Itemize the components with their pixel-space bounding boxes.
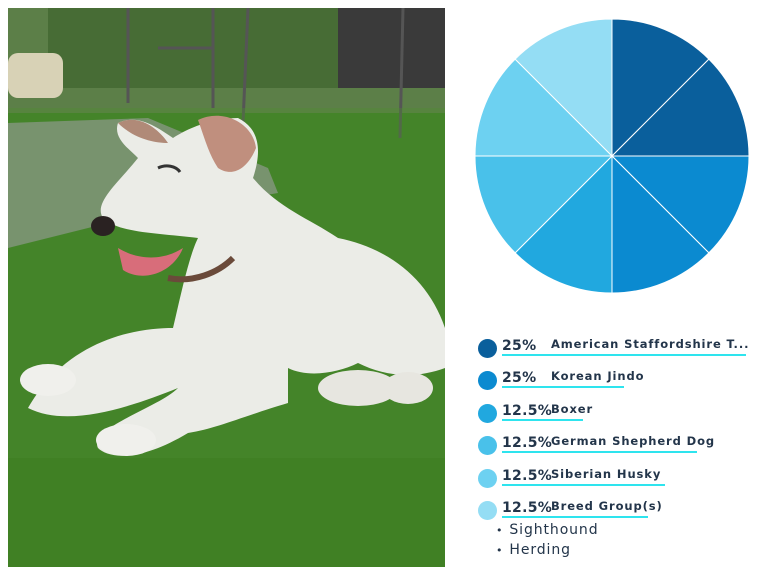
breed-group-item: Herding (496, 540, 599, 560)
legend-color-dot (478, 468, 497, 488)
pie-slice-1 (610, 155, 750, 254)
legend-percent: 12.5% (502, 402, 553, 419)
legend-color-dot (478, 371, 497, 391)
legend-row: 25% Korean Jindo (476, 366, 766, 398)
legend-color-dot (478, 339, 497, 358)
legend-row: 12.5% Siberian Husky (476, 464, 766, 496)
legend-percent: 25% (502, 338, 537, 354)
legend-percent: 25% (502, 370, 537, 387)
pie-slice-4 (474, 58, 614, 157)
legend-breed-name: Breed Group(s) (551, 498, 663, 513)
legend-row: 25% American Staffordshire T... (476, 334, 766, 366)
pie-slice-0 (611, 18, 710, 158)
breed-legend: 25% American Staffordshire T... 25% Korean … (476, 334, 766, 528)
pie-slice-5 (514, 18, 613, 158)
legend-row: 12.5% Boxer (476, 399, 766, 431)
legend-row: 12.5% German Shepherd Dog (476, 431, 766, 463)
breed-pie-chart (474, 18, 750, 294)
legend-breed-name: Korean Jindo (551, 369, 645, 384)
legend-underline (502, 483, 666, 486)
legend-percent: 12.5% (502, 467, 553, 484)
legend-underline (502, 515, 649, 518)
legend-percent: 12.5% (502, 435, 553, 452)
dog-photo-illustration (8, 8, 445, 567)
breed-group-item: Sighthound (496, 520, 599, 540)
legend-color-dot (478, 436, 497, 456)
legend-underline (502, 451, 698, 454)
legend-percent: 12.5% (502, 499, 553, 516)
breed-groups-list: Sighthound Herding (496, 520, 599, 560)
pie-slice-3 (474, 155, 614, 254)
pie-slice-0 (610, 58, 750, 157)
legend-breed-name: American Staffordshire T... (551, 337, 750, 351)
legend-row: 12.5% Breed Group(s) (476, 496, 766, 528)
legend-color-dot (478, 500, 497, 520)
legend-underline (502, 354, 746, 356)
legend-underline (502, 418, 583, 421)
legend-underline (502, 386, 624, 389)
legend-breed-name: Siberian Husky (551, 466, 662, 481)
legend-color-dot (478, 403, 497, 423)
pie-slice-2 (514, 154, 613, 294)
pie-slice-1 (611, 154, 710, 294)
dog-photo (8, 8, 445, 567)
legend-breed-name: German Shepherd Dog (551, 434, 716, 449)
legend-breed-name: Boxer (551, 401, 594, 416)
